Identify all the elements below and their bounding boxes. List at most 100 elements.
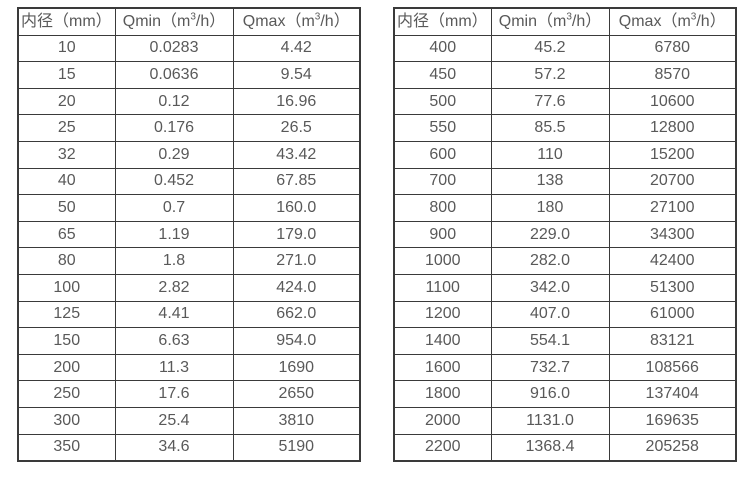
qmin-cell: 0.452 [114,167,234,196]
table-row: 125 4.41 662.0 [17,300,361,329]
qmin-cell: 85.5 [490,114,610,142]
qmin-superscript: 3 [566,11,572,23]
diameter-cell: 450 [393,61,492,89]
table-row: 150 6.63 954.0 [17,327,361,355]
qmin-cell: 342.0 [490,273,610,302]
qmin-cell: 407.0 [490,300,610,329]
qmax-cell: 424.0 [232,273,361,302]
table-row: 1400 554.1 83121 [393,327,737,355]
qmax-cell: 51300 [608,273,737,302]
diameter-cell: 2000 [393,406,492,435]
diameter-cell: 550 [393,114,492,142]
qmin-cell: 1.19 [114,220,234,249]
table-row: 300 25.4 3810 [17,406,361,435]
qmin-cell: 11.3 [114,353,234,382]
qmax-cell: 169635 [608,406,737,435]
table-row: 900 229.0 34300 [393,220,737,249]
table-row: 700 138 20700 [393,167,737,196]
qmax-cell: 137404 [608,380,737,408]
table-row: 10 0.0283 4.42 [17,34,361,63]
qmin-cell: 732.7 [490,353,610,382]
table-row: 32 0.29 43.42 [17,140,361,169]
qmin-cell: 110 [490,140,610,169]
qmax-cell: 6780 [608,34,737,63]
qmin-cell: 34.6 [114,433,234,462]
qmax-cell: 67.85 [232,167,361,196]
qmax-cell: 271.0 [232,247,361,275]
table-row: 200 11.3 1690 [17,353,361,382]
qmin-cell: 0.12 [114,87,234,116]
table-body: 10 0.0283 4.42 15 0.0636 9.54 20 0.12 16.96 25 0.1… [17,34,361,462]
diameter-cell: 15 [17,61,116,89]
table-row: 450 57.2 8570 [393,61,737,89]
qmax-cell: 83121 [608,327,737,355]
diameter-cell: 800 [393,194,492,222]
qmin-cell: 282.0 [490,247,610,275]
diameter-cell: 100 [17,273,116,302]
diameter-cell: 50 [17,194,116,222]
qmax-cell: 2650 [232,380,361,408]
diameter-cell: 40 [17,167,116,196]
qmin-cell: 1368.4 [490,433,610,462]
qmax-cell: 954.0 [232,327,361,355]
col-header-qmin: Qmin（m3/h） [114,7,234,36]
qmax-header-unit: /h） [320,12,350,30]
col-header-qmax: Qmax（m3/h） [232,7,361,36]
table-row: 65 1.19 179.0 [17,220,361,249]
qmin-cell: 0.0636 [114,61,234,89]
qmax-cell: 1690 [232,353,361,382]
qmin-header-unit: /h） [195,12,226,30]
qmin-cell: 1.8 [114,247,234,275]
diameter-cell: 400 [393,34,492,63]
qmin-superscript: 3 [190,11,196,23]
qmin-cell: 138 [490,167,610,196]
diameter-cell: 1600 [393,353,492,382]
diameter-cell: 700 [393,167,492,196]
table-row: 1800 916.0 137404 [393,380,737,408]
diameter-cell: 10 [17,34,116,63]
qmin-header-text: Qmin（m [498,12,567,30]
qmin-cell: 77.6 [490,87,610,116]
diameter-cell: 200 [17,353,116,382]
diameter-cell: 900 [393,220,492,249]
table-row: 25 0.176 26.5 [17,114,361,142]
qmin-cell: 6.63 [114,327,234,355]
table-row: 50 0.7 160.0 [17,194,361,222]
qmax-cell: 16.96 [232,87,361,116]
table-row: 80 1.8 271.0 [17,247,361,275]
qmax-cell: 61000 [608,300,737,329]
col-header-diameter: 内径（mm） [393,7,492,36]
diameter-cell: 65 [17,220,116,249]
flow-rate-table-large-diameters: 内径（mm） Qmin（m3/h） Qmax（m3/h） 400 45.2 6780… [393,7,737,463]
diameter-cell: 32 [17,140,116,169]
diameter-cell: 1000 [393,247,492,275]
qmax-header-text: Qmax（m [618,12,691,30]
diameter-cell: 2200 [393,433,492,462]
qmax-cell: 34300 [608,220,737,249]
qmax-superscript: 3 [690,11,697,23]
qmin-cell: 57.2 [490,61,610,89]
qmin-cell: 17.6 [114,380,234,408]
qmin-cell: 180 [490,194,610,222]
qmax-cell: 205258 [608,433,737,462]
qmin-cell: 1131.0 [490,406,610,435]
diameter-cell: 1200 [393,300,492,329]
diameter-cell: 600 [393,140,492,169]
qmax-cell: 42400 [608,247,737,275]
table-row: 2200 1368.4 205258 [393,433,737,462]
qmax-cell: 108566 [608,353,737,382]
diameter-cell: 500 [393,87,492,116]
diameter-cell: 80 [17,247,116,275]
qmin-cell: 229.0 [490,220,610,249]
qmin-cell: 0.176 [114,114,234,142]
flow-rate-tables-container: 内径（mm） Qmin（m3/h） Qmax（m3/h） 10 0.0283 4.4… [17,7,737,463]
qmin-header-unit: /h） [571,12,602,30]
qmax-cell: 12800 [608,114,737,142]
qmax-cell: 8570 [608,61,737,89]
qmax-header-unit: /h） [696,12,726,30]
table-row: 100 2.82 424.0 [17,273,361,302]
table-body: 400 45.2 6780 450 57.2 8570 500 77.6 10600 550 85.… [393,34,737,462]
table-row: 800 180 27100 [393,194,737,222]
qmin-cell: 25.4 [114,406,234,435]
qmin-cell: 0.29 [114,140,234,169]
